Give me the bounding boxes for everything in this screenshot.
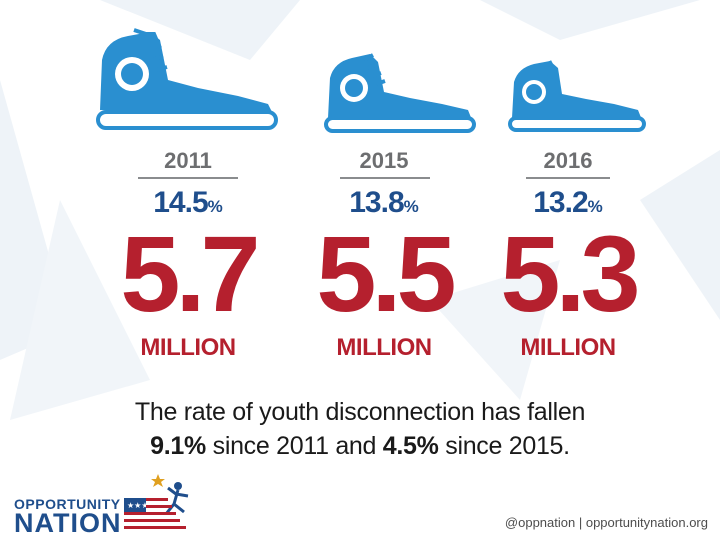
count-value: 5.5: [316, 213, 456, 334]
flag-runner-icon: ★★★: [124, 474, 189, 529]
opportunity-nation-logo: OPPORTUNITY NATION ★★★: [14, 474, 194, 538]
rate-value: 13.2%: [533, 186, 603, 219]
logo-word-1: OPPORTUNITY: [14, 496, 121, 512]
rate-value: 14.5%: [153, 186, 223, 219]
svg-text:★★★: ★★★: [127, 501, 149, 510]
count-value: 5.7: [120, 213, 260, 334]
count-value: 5.3: [500, 213, 640, 334]
year-label: 2015: [359, 148, 409, 173]
divider: [138, 177, 238, 179]
divider: [340, 177, 430, 179]
sneaker-icon: [508, 60, 646, 132]
count-unit: MILLION: [336, 334, 432, 361]
caption-pct-2015: 4.5%: [382, 432, 439, 460]
year-label: 2011: [164, 148, 212, 173]
caption-pct-2011: 9.1%: [150, 432, 206, 460]
caption-line-2: 9.1% since 2011 and 4.5% since 2015.: [150, 432, 570, 460]
twitter-handle[interactable]: @oppnation: [504, 515, 576, 530]
divider: [526, 177, 610, 179]
rate-value: 13.8%: [349, 186, 419, 219]
count-unit: MILLION: [520, 334, 616, 361]
caption-line-1: The rate of youth disconnection has fall…: [134, 398, 586, 426]
logo-word-2: NATION: [14, 508, 122, 538]
sneaker-icon: [96, 28, 278, 130]
year-label: 2016: [543, 148, 593, 173]
website-link[interactable]: opportunitynation.org: [585, 515, 708, 530]
count-unit: MILLION: [140, 334, 236, 361]
sneaker-icon: [324, 53, 476, 133]
footer: @oppnation | opportunitynation.org: [504, 515, 708, 530]
